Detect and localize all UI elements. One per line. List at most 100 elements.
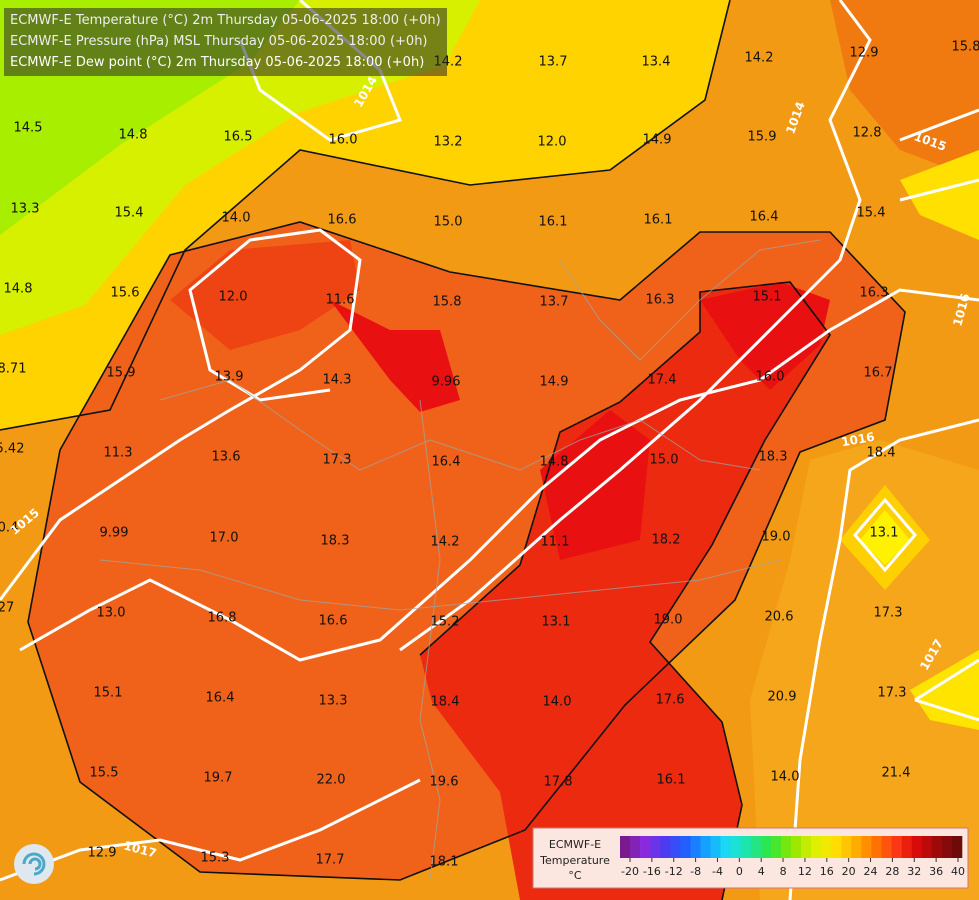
logo bbox=[14, 844, 54, 884]
value-label: 15.1 bbox=[94, 686, 123, 701]
value-label: 15.9 bbox=[107, 366, 136, 381]
value-label: 14.2 bbox=[745, 51, 774, 66]
value-label: 11.3 bbox=[104, 446, 133, 461]
value-label: 16.0 bbox=[756, 370, 785, 385]
colorbar-cell bbox=[801, 836, 812, 858]
value-label: 5.42 bbox=[0, 442, 24, 457]
value-label: 16.6 bbox=[319, 614, 348, 629]
value-label: 27 bbox=[0, 601, 14, 616]
value-label: 17.3 bbox=[323, 453, 352, 468]
value-label: 15.2 bbox=[431, 615, 460, 630]
colorbar-cell bbox=[670, 836, 681, 858]
value-label: 14.9 bbox=[643, 133, 672, 148]
value-label: 18.1 bbox=[430, 855, 459, 870]
border-line bbox=[559, 239, 821, 361]
contours bbox=[0, 0, 906, 900]
header-line: ECMWF-E Temperature (°C) 2m Thursday 05-… bbox=[10, 13, 441, 28]
colorbar-cell bbox=[851, 836, 862, 858]
colorbar-cell bbox=[861, 836, 872, 858]
value-label: 16.1 bbox=[644, 213, 673, 228]
colorbar-tick-label: 8 bbox=[780, 865, 787, 878]
value-label: 15.1 bbox=[753, 290, 782, 305]
isobar-line bbox=[399, 0, 872, 652]
value-label: 17.6 bbox=[656, 693, 685, 708]
value-label: 15.9 bbox=[748, 130, 777, 145]
value-label: 18.3 bbox=[321, 534, 350, 549]
value-label: 14.5 bbox=[14, 121, 43, 136]
legend-subtitle: Temperature bbox=[539, 854, 610, 867]
value-label: 8.71 bbox=[0, 362, 26, 377]
border-line bbox=[419, 399, 441, 881]
header-line: ECMWF-E Pressure (hPa) MSL Thursday 05-0… bbox=[10, 34, 428, 49]
isobar-line bbox=[853, 497, 917, 573]
colorbar-tick-label: 36 bbox=[929, 865, 943, 878]
value-label: 15.3 bbox=[201, 851, 230, 866]
colorbar-tick-label: -4 bbox=[712, 865, 723, 878]
value-label: 12.9 bbox=[850, 46, 879, 61]
value-label: 15.5 bbox=[90, 766, 119, 781]
header: ECMWF-E Temperature (°C) 2m Thursday 05-… bbox=[4, 8, 447, 76]
legend: ECMWF-E Temperature °C -20 -16 -12 -8 -4 0 4 8 1… bbox=[532, 827, 969, 889]
colorbar-tick-label: -16 bbox=[643, 865, 661, 878]
value-label: 15.6 bbox=[111, 286, 140, 301]
value-label: 19.0 bbox=[654, 613, 683, 628]
header-line: ECMWF-E Dew point (°C) 2m Thursday 05-06… bbox=[10, 55, 425, 70]
colorbar-cell bbox=[911, 836, 923, 858]
value-label: 22.0 bbox=[317, 773, 346, 788]
value-label: 0.4 bbox=[0, 521, 18, 536]
value-label: 14.0 bbox=[771, 770, 800, 785]
colorbar: -20 -16 -12 -8 -4 0 4 8 12 16 20 24 28 32 36 40 bbox=[620, 836, 965, 878]
colorbar-tick-label: 32 bbox=[907, 865, 921, 878]
colorbar-cell bbox=[811, 836, 822, 858]
colorbar-cell bbox=[841, 836, 852, 858]
logo-mark bbox=[22, 852, 46, 876]
value-label: 13.3 bbox=[319, 694, 348, 709]
value-label: 13.3 bbox=[11, 202, 40, 217]
value-label: 13.4 bbox=[642, 55, 671, 70]
value-label: 15.0 bbox=[650, 453, 679, 468]
value-label: 16.5 bbox=[224, 130, 253, 145]
legend-unit: °C bbox=[568, 869, 582, 882]
value-label: 16.4 bbox=[206, 691, 235, 706]
value-label: 19.7 bbox=[204, 771, 233, 786]
colorbar-cell bbox=[710, 836, 721, 858]
colorbar-cell bbox=[740, 836, 752, 858]
colorbar-tick-label: 4 bbox=[758, 865, 765, 878]
value-label: 14.9 bbox=[540, 375, 569, 390]
colorbar-cell bbox=[871, 836, 882, 858]
value-label: 13.7 bbox=[539, 55, 568, 70]
border-line bbox=[99, 559, 781, 611]
value-label: 18.2 bbox=[652, 533, 681, 548]
temperature-field bbox=[750, 440, 979, 900]
isobar-line bbox=[788, 418, 979, 900]
value-label: 11.6 bbox=[326, 293, 355, 308]
colorbar-tick-label: 0 bbox=[736, 865, 743, 878]
isobar-line bbox=[914, 658, 979, 722]
value-label: 21.4 bbox=[882, 766, 911, 781]
colorbar-tick-label: 16 bbox=[820, 865, 834, 878]
value-label: 17.3 bbox=[878, 686, 907, 701]
contour-line bbox=[419, 281, 831, 900]
colorbar-cell bbox=[720, 836, 731, 858]
value-label: 16.0 bbox=[329, 133, 358, 148]
isobar-line bbox=[0, 778, 421, 882]
value-label: 9.99 bbox=[100, 526, 129, 541]
value-label: 12.0 bbox=[538, 135, 567, 150]
colorbar-tick-label: -20 bbox=[621, 865, 639, 878]
isobar-line bbox=[19, 288, 979, 662]
colorbar-cell bbox=[941, 836, 953, 858]
value-label: 19.0 bbox=[762, 530, 791, 545]
colorbar-tick-label: -8 bbox=[690, 865, 701, 878]
value-label: 18.4 bbox=[431, 695, 460, 710]
value-label: 17.0 bbox=[210, 531, 239, 546]
value-label: 17.7 bbox=[316, 853, 345, 868]
colorbar-cell bbox=[620, 836, 631, 858]
value-label: 14.3 bbox=[323, 373, 352, 388]
borders bbox=[99, 239, 821, 881]
value-label: 17.8 bbox=[544, 775, 573, 790]
isobar-line bbox=[899, 108, 979, 202]
value-label: 12.8 bbox=[853, 126, 882, 141]
